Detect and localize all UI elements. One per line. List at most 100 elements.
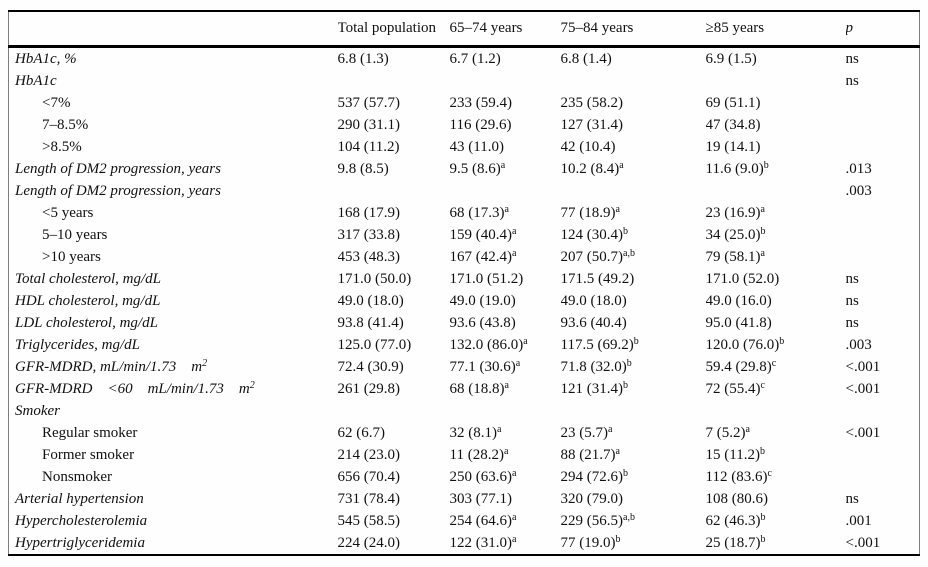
- table-row: HbA1c, % 6.8 (1.3) 6.7 (1.2) 6.8 (1.4) 6.9 (…: [9, 47, 920, 71]
- value-cell: 127 (31.4): [560, 117, 624, 133]
- value-cell: 229 (56.5)a,b: [560, 512, 635, 530]
- value-cell: [706, 400, 846, 422]
- value-cell: 49.0 (19.0): [449, 293, 516, 309]
- row-label: 5–10 years: [42, 227, 108, 243]
- row-label: <7%: [42, 95, 71, 111]
- value-cell: 214 (23.0): [337, 447, 401, 463]
- value-cell: 69 (51.1): [705, 95, 761, 111]
- table-row: GFR-MDRD, mL/min/1.73 m2 72.4 (30.9) 77.1 …: [9, 356, 920, 378]
- table-row: <5 years 168 (17.9) 68 (17.3)a 77 (18.9)a 23…: [9, 202, 920, 224]
- value-cell: 23 (16.9)a: [705, 204, 765, 222]
- value-cell: 122 (31.0)a: [449, 534, 517, 552]
- column-header-p-value: p: [845, 11, 920, 48]
- row-label: Nonsmoker: [42, 469, 112, 485]
- table-row: <7% 537 (57.7) 233 (59.4) 235 (58.2) 69 (51.…: [9, 92, 920, 114]
- value-cell: 250 (63.6)a: [449, 468, 517, 486]
- value-cell: 6.8 (1.4): [560, 51, 612, 67]
- value-cell: 224 (24.0): [337, 535, 401, 551]
- row-label: Hypertriglyceridemia: [15, 535, 145, 551]
- table-row: Arterial hypertension 731 (78.4) 303 (77.1…: [9, 488, 920, 510]
- p-value-cell: <.001: [845, 425, 881, 441]
- value-cell: 9.5 (8.6)a: [449, 160, 506, 178]
- column-header-85-plus-years: ≥85 years: [705, 11, 846, 48]
- value-cell: 731 (78.4): [337, 491, 401, 507]
- row-label: >10 years: [42, 249, 101, 265]
- value-cell: 49.0 (18.0): [337, 293, 404, 309]
- p-value-cell: ns: [845, 271, 859, 287]
- value-cell: 32 (8.1)a: [449, 424, 502, 442]
- value-cell: 23 (5.7)a: [560, 424, 613, 442]
- table-row: Hypertriglyceridemia 224 (24.0) 122 (31.0)…: [9, 532, 920, 555]
- row-label: Hypercholesterolemia: [15, 513, 148, 529]
- value-cell: 108 (80.6): [705, 491, 769, 507]
- value-cell: [338, 70, 450, 92]
- p-value-cell: [846, 114, 920, 136]
- value-cell: 320 (79.0): [560, 491, 624, 507]
- value-cell: 19 (14.1): [705, 139, 761, 155]
- value-cell: 49.0 (18.0): [560, 293, 627, 309]
- value-cell: 207 (50.7)a,b: [560, 248, 635, 266]
- p-value-cell: ns: [845, 491, 859, 507]
- value-cell: 11.6 (9.0)b: [705, 160, 769, 178]
- value-cell: [706, 180, 846, 202]
- header-row: Total population 65–74 years 75–84 years…: [8, 11, 920, 48]
- value-cell: 79 (58.1)a: [705, 248, 765, 266]
- value-cell: 59.4 (29.8)c: [705, 358, 777, 376]
- value-cell: 62 (6.7): [337, 425, 386, 441]
- value-cell: 120.0 (76.0)b: [705, 336, 785, 354]
- value-cell: 47 (34.8): [705, 117, 761, 133]
- p-value-cell: <.001: [845, 535, 881, 551]
- value-cell: [450, 400, 561, 422]
- p-value-cell: [846, 246, 920, 268]
- table-row: HbA1c ns: [9, 70, 920, 92]
- row-label: HDL cholesterol, mg/dL: [15, 293, 161, 309]
- value-cell: [450, 70, 561, 92]
- value-cell: 453 (48.3): [337, 249, 401, 265]
- row-label: >8.5%: [42, 139, 82, 155]
- value-cell: 71.8 (32.0)b: [560, 358, 632, 376]
- table-row: Regular smoker 62 (6.7) 32 (8.1)a 23 (5.7)a…: [9, 422, 920, 444]
- p-value-cell: [846, 466, 920, 488]
- column-header-75-84-years: 75–84 years: [560, 11, 706, 48]
- value-cell: 168 (17.9): [337, 205, 401, 221]
- value-cell: 112 (83.6)c: [705, 468, 772, 486]
- row-label: 7–8.5%: [42, 117, 89, 133]
- p-value-cell: .003: [845, 337, 872, 353]
- row-label: GFR-MDRD <60 mL/min/1.73 m2: [15, 380, 255, 398]
- table-row: GFR-MDRD <60 mL/min/1.73 m2 261 (29.8) 68 …: [9, 378, 920, 400]
- value-cell: 171.0 (51.2): [449, 271, 524, 287]
- value-cell: 77 (18.9)a: [560, 204, 620, 222]
- p-value-cell: [846, 444, 920, 466]
- value-cell: 290 (31.1): [337, 117, 401, 133]
- p-value-cell: ns: [845, 51, 859, 67]
- value-cell: [561, 400, 706, 422]
- value-cell: 125.0 (77.0): [337, 337, 412, 353]
- p-value-cell: [846, 92, 920, 114]
- row-label: Former smoker: [42, 447, 135, 463]
- table-row: 7–8.5% 290 (31.1) 116 (29.6) 127 (31.4) 47 (…: [9, 114, 920, 136]
- value-cell: 545 (58.5): [337, 513, 401, 529]
- value-cell: [338, 400, 450, 422]
- row-label: Total cholesterol, mg/dL: [15, 271, 161, 287]
- value-cell: 235 (58.2): [560, 95, 624, 111]
- value-cell: 132.0 (86.0)a: [449, 336, 528, 354]
- value-cell: [561, 70, 706, 92]
- p-value-cell: <.001: [845, 381, 881, 397]
- value-cell: 93.6 (43.8): [449, 315, 516, 331]
- value-cell: 171.0 (52.0): [705, 271, 780, 287]
- table-body: HbA1c, % 6.8 (1.3) 6.7 (1.2) 6.8 (1.4) 6.9 (…: [9, 47, 920, 556]
- column-header-total-population: Total population: [337, 11, 450, 48]
- table-row: Smoker: [9, 400, 920, 422]
- value-cell: 254 (64.6)a: [449, 512, 517, 530]
- table-row: Former smoker 214 (23.0) 11 (28.2)a 88 (21.…: [9, 444, 920, 466]
- table-row: HDL cholesterol, mg/dL 49.0 (18.0) 49.0 (1…: [9, 290, 920, 312]
- table-row: 5–10 years 317 (33.8) 159 (40.4)a 124 (30.4…: [9, 224, 920, 246]
- value-cell: 294 (72.6)b: [560, 468, 629, 486]
- table-row: Length of DM2 progression, years .003: [9, 180, 920, 202]
- row-label: GFR-MDRD, mL/min/1.73 m2: [15, 358, 208, 376]
- value-cell: 25 (18.7)b: [705, 534, 766, 552]
- table-row: >10 years 453 (48.3) 167 (42.4)a 207 (50.7)…: [9, 246, 920, 268]
- p-value-cell: [846, 400, 920, 422]
- row-label: Length of DM2 progression, years: [15, 161, 221, 177]
- table-row: Nonsmoker 656 (70.4) 250 (63.6)a 294 (72.6)…: [9, 466, 920, 488]
